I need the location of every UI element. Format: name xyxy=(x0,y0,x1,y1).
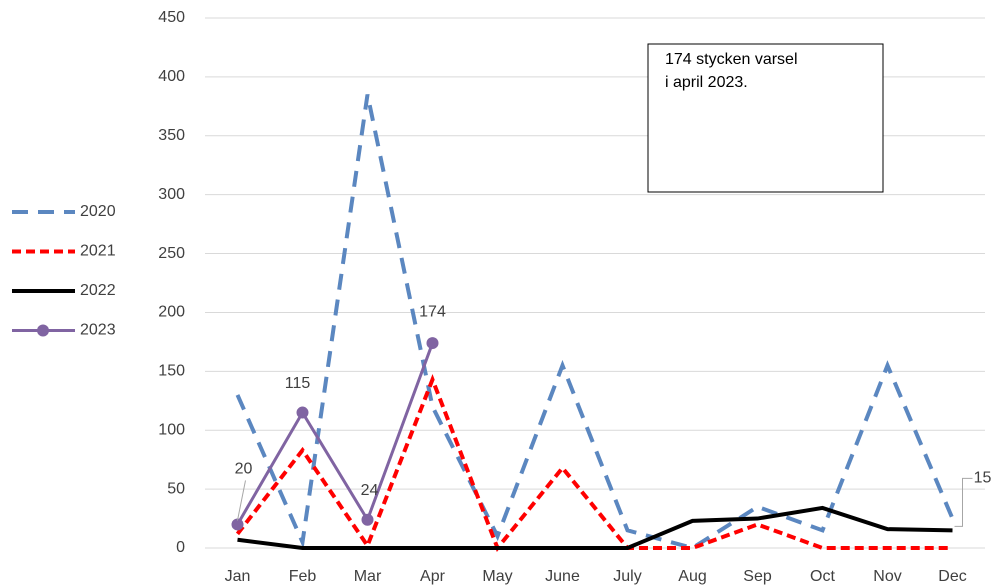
y-tick-label: 0 xyxy=(176,539,185,556)
series-line xyxy=(235,374,953,552)
series-line xyxy=(236,342,434,526)
x-tick-label: July xyxy=(613,568,641,585)
data-label: 115 xyxy=(285,375,311,392)
legend-label: 2021 xyxy=(80,243,116,260)
legend-label: 2022 xyxy=(80,282,116,299)
x-tick-label: Mar xyxy=(354,568,382,585)
point-marker xyxy=(296,406,309,419)
annotation-text: 174 stycken varsel xyxy=(665,51,798,68)
data-label: 20 xyxy=(235,461,253,478)
x-tick-label: Apr xyxy=(420,568,446,585)
y-tick-label: 250 xyxy=(158,245,185,262)
x-tick-label: Aug xyxy=(678,568,706,585)
y-tick-label: 300 xyxy=(158,186,185,203)
x-tick-label: May xyxy=(482,568,512,585)
y-tick-label: 50 xyxy=(167,480,185,497)
point-marker xyxy=(426,337,439,350)
data-label: 24 xyxy=(361,482,379,499)
label-leader xyxy=(237,480,246,521)
data-label: 15 xyxy=(974,470,991,487)
annotation-box xyxy=(647,43,884,193)
x-tick-label: Jan xyxy=(225,568,251,585)
y-tick-label: 450 xyxy=(158,9,185,26)
x-tick-label: June xyxy=(545,568,580,585)
legend-marker xyxy=(37,324,49,337)
y-tick-label: 100 xyxy=(158,421,185,438)
x-tick-label: Nov xyxy=(873,568,901,585)
x-tick-label: Sep xyxy=(743,568,772,585)
point-marker xyxy=(231,518,244,531)
point-marker xyxy=(361,513,374,526)
y-tick-label: 350 xyxy=(158,127,185,144)
x-tick-label: Feb xyxy=(289,568,317,585)
y-tick-label: 200 xyxy=(158,304,185,321)
series-line xyxy=(235,94,955,551)
label-leader xyxy=(954,477,973,527)
series-line xyxy=(237,505,953,550)
y-tick-label: 400 xyxy=(158,68,185,85)
x-tick-label: Oct xyxy=(810,568,835,585)
legend-label: 2020 xyxy=(80,203,116,220)
y-tick-label: 150 xyxy=(158,363,185,380)
annotation-text: i april 2023. xyxy=(665,74,748,91)
data-label: 174 xyxy=(419,303,446,320)
x-tick-label: Dec xyxy=(938,568,966,585)
legend-label: 2023 xyxy=(80,322,116,339)
